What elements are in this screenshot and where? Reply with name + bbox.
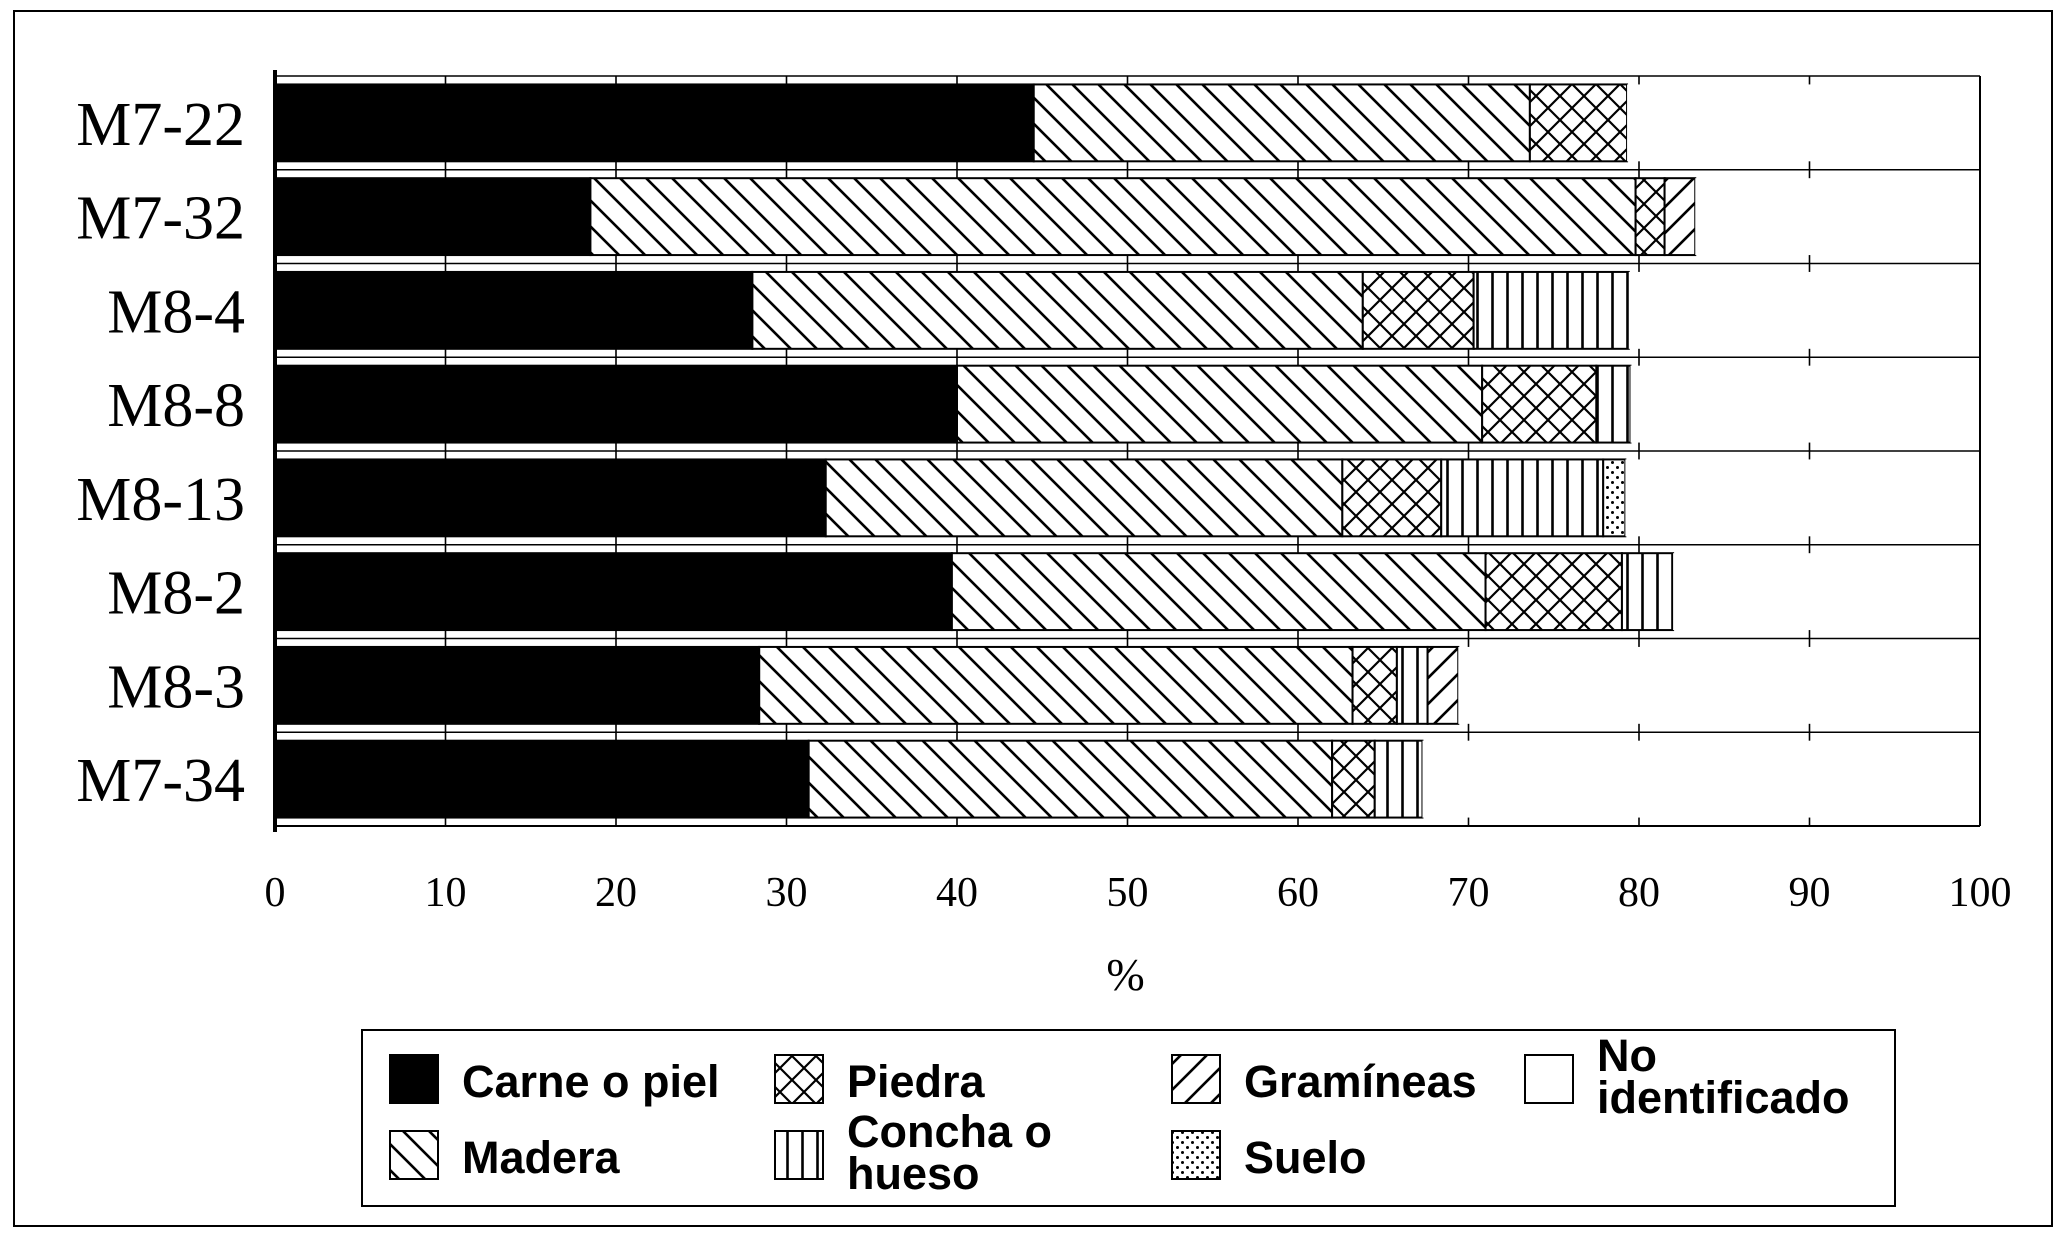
legend-label: Suelo [1244, 1132, 1367, 1183]
bar-segment [1373, 739, 1424, 819]
bar-segment [274, 739, 810, 819]
bar-segment [274, 364, 958, 444]
legend: Carne o piel Piedra Gramíneas No identificad… [361, 1029, 1896, 1207]
bar-segment [1458, 646, 1980, 724]
legend-swatch [389, 1054, 439, 1104]
legend-box [361, 1029, 1896, 1207]
bar-segment [1440, 458, 1605, 538]
x-tick-label: 40 [936, 870, 978, 916]
bar-segment [1426, 645, 1460, 725]
legend-item: No identificado [1524, 1030, 1850, 1123]
x-tick-label: 100 [1949, 870, 2012, 916]
legend-swatch [774, 1054, 824, 1104]
bar-segment [1484, 552, 1623, 632]
legend-label: Concha o hueso [847, 1106, 1052, 1199]
legend-item: Gramíneas [1171, 1054, 1477, 1107]
bar-segment [274, 552, 953, 632]
x-tick-label: 50 [1107, 870, 1149, 916]
legend-item: Suelo [1171, 1130, 1367, 1183]
plot-area [274, 75, 1981, 827]
legend-item: Piedra [774, 1054, 986, 1107]
legend-swatch [1171, 1054, 1221, 1104]
category-label: M8-8 [107, 372, 245, 440]
bar-segment [1634, 177, 1666, 257]
bar-group [274, 645, 1980, 725]
legend-label: Gramíneas [1244, 1056, 1477, 1107]
x-axis: 0 10 20 30 40 50 60 70 80 90 100 [265, 825, 2012, 916]
bar-segment [1627, 84, 1980, 162]
bar-segment [1663, 177, 1697, 257]
bar-segment [1032, 83, 1531, 163]
category-label: M7-34 [76, 747, 245, 815]
x-tick-label: 10 [425, 870, 467, 916]
bar-group [274, 83, 1980, 163]
legend-label: Madera [462, 1132, 621, 1183]
bar-segment [1628, 271, 1980, 349]
legend-label: Carne o piel [462, 1056, 720, 1107]
legend-item: Madera [389, 1130, 621, 1183]
bar-segment [1472, 270, 1630, 350]
bar-segment [1528, 83, 1629, 163]
bar-group [274, 177, 1980, 257]
legend-swatch [1171, 1130, 1221, 1180]
bar-segment [274, 458, 827, 538]
bar-segment [1481, 364, 1598, 444]
bar-segment [950, 552, 1487, 632]
bar-group [274, 364, 1980, 444]
legend-swatch [774, 1130, 824, 1180]
bar-segment [1351, 645, 1398, 725]
bar-segment [956, 364, 1484, 444]
legend-item: Carne o piel [389, 1054, 720, 1107]
bar-segment [1625, 459, 1980, 537]
bar-group [274, 270, 1980, 350]
bar-segment [1341, 458, 1443, 538]
category-label: M7-22 [76, 91, 245, 159]
x-axis-title: % [1106, 949, 1144, 1000]
bar-segment [1673, 553, 1980, 631]
x-tick-label: 30 [766, 870, 808, 916]
bar-group [274, 739, 1980, 819]
category-label: M8-4 [107, 278, 245, 346]
bar-group [274, 552, 1980, 632]
bar-segment [274, 645, 761, 725]
legend-item: Concha o hueso [774, 1106, 1052, 1199]
category-label: M8-13 [76, 466, 245, 534]
bar-segment [807, 739, 1334, 819]
category-label: M8-2 [107, 560, 245, 628]
bar-segment [1630, 365, 1980, 443]
x-tick-label: 60 [1277, 870, 1319, 916]
bar-segment [1395, 645, 1429, 725]
category-label: M7-32 [76, 185, 245, 253]
bar-group [274, 458, 1980, 538]
bar-segment [1361, 270, 1475, 350]
x-tick-label: 0 [265, 870, 286, 916]
bar-segment [1695, 178, 1980, 256]
bar-segment [274, 177, 592, 257]
bar-segment [1331, 739, 1376, 819]
bar-segment [274, 83, 1035, 163]
bar-segment [274, 270, 754, 350]
bar-segment [1620, 552, 1675, 632]
bar-segment [1422, 740, 1980, 818]
legend-swatch [389, 1130, 439, 1180]
legend-label: No identificado [1597, 1030, 1850, 1123]
bar-segment [589, 177, 1637, 257]
bar-segment [824, 458, 1344, 538]
bar-segment [1602, 458, 1627, 538]
legend-swatch [1524, 1054, 1574, 1104]
x-tick-label: 70 [1448, 870, 1490, 916]
bar-segment [751, 270, 1364, 350]
bar-segment [1595, 364, 1632, 444]
category-label: M8-3 [107, 653, 245, 721]
bar-segment [758, 645, 1354, 725]
x-tick-label: 20 [595, 870, 637, 916]
legend-label: Piedra [847, 1056, 986, 1107]
y-axis: M7-22 M7-32 M8-4 M8-8 M8-13 M8-2 M8-3 M7-34 [76, 70, 277, 832]
x-tick-label: 80 [1618, 870, 1660, 916]
x-tick-label: 90 [1789, 870, 1831, 916]
